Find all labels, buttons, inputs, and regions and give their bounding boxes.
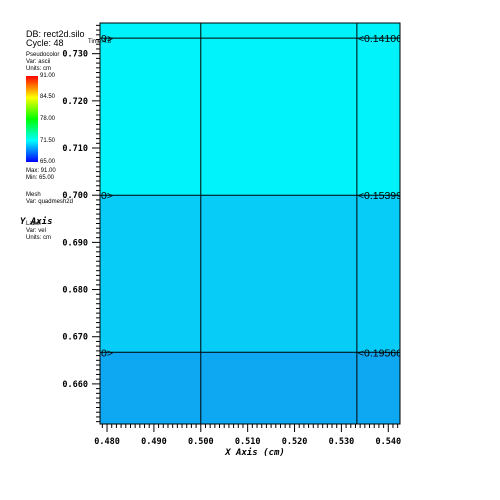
x-tick-label: 0.530: [329, 437, 355, 447]
cycle-label: Cycle: 48: [26, 38, 64, 48]
y-tick-label: 0.660: [62, 380, 88, 390]
pseudocolor-legend-var: Var: ascii: [26, 59, 51, 65]
x-axis-title: X Axis (cm): [224, 447, 285, 458]
y-tick-label: 0.700: [62, 191, 88, 201]
color-bar-tick: 84.50: [40, 94, 56, 100]
x-tick-label: 0.540: [375, 437, 401, 447]
value-label: 0>: [101, 33, 113, 45]
value-labels: 0> <0.141068, 0.99, 0 0> <0.153999, 0.98648…: [101, 33, 458, 359]
color-bar-tick: 71.50: [40, 138, 56, 144]
y-axis-title: Y Axis: [20, 217, 53, 227]
x-tick-label: 0.480: [94, 437, 120, 447]
value-label: 0>: [101, 347, 113, 359]
y-tick-label: 0.670: [62, 333, 88, 343]
pseudocolor-zone: [100, 38, 400, 196]
value-label: 0>: [101, 190, 113, 202]
color-bar-tick: 78.00: [40, 116, 56, 122]
pseudocolor-zone: [100, 23, 400, 39]
pseudocolor-zone: [100, 195, 400, 353]
x-tick-label: 0.500: [188, 437, 214, 447]
x-tick-label: 0.510: [235, 437, 261, 447]
y-tick-label: 0.680: [62, 286, 88, 296]
y-tick-label: 0.690: [62, 238, 88, 248]
label-legend-units: Units: cm: [26, 235, 52, 241]
y-tick-label: 0.720: [62, 97, 88, 107]
color-bar: [26, 76, 38, 162]
label-legend-var: Var: vel: [26, 228, 46, 234]
db-label: DB: rect2d.silo: [26, 29, 85, 39]
value-label: <0.141068, 0.99, 0: [358, 33, 446, 45]
color-bar-tick: 91.00: [40, 73, 56, 79]
x-axis: 0.480 0.490 0.500 0.510 0.520 0.530 0.540: [94, 424, 401, 447]
value-label: <0.195663, 0.980671: [358, 347, 458, 359]
x-tick-label: 0.490: [141, 437, 167, 447]
pseudocolor-zones: [100, 23, 400, 424]
pseudocolor-zone: [100, 352, 400, 424]
time-label: Time:4.8: [88, 39, 112, 45]
mesh-legend-var: Var: quadmesh2d: [26, 199, 73, 205]
max-value: Max: 91.00: [26, 168, 56, 174]
mesh-lines: [100, 23, 400, 424]
value-label: <0.153999, 0.986481: [358, 190, 458, 202]
label-legend-title: Label: [26, 221, 41, 227]
y-axis: 0.660 0.670 0.680 0.690 0.700 0.710 0.720 0.730: [62, 24, 100, 423]
pseudocolor-legend-title: Pseudocolor: [26, 52, 60, 58]
mesh-legend-title: Mesh: [26, 192, 41, 198]
pseudocolor-legend-units: Units: cm: [26, 66, 52, 72]
min-value: Min: 65.00: [26, 175, 55, 181]
y-tick-label: 0.730: [62, 50, 88, 60]
x-tick-label: 0.520: [282, 437, 308, 447]
color-bar-tick: 65.00: [40, 159, 56, 165]
y-tick-label: 0.710: [62, 144, 88, 154]
